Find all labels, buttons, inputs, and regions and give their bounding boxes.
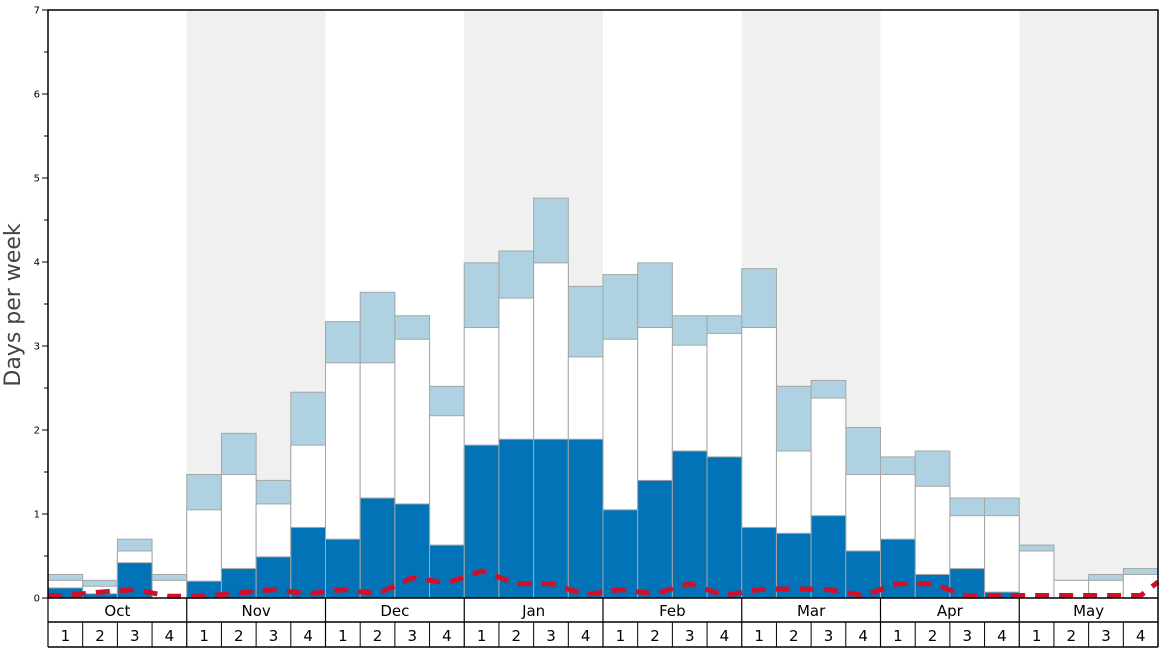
bar-bottom [429, 544, 465, 599]
y-tick-label: 6 [34, 90, 40, 101]
bar-bottom [498, 438, 535, 599]
month-label: Jan [521, 602, 545, 620]
week-label: 3 [546, 627, 556, 645]
bar-bottom [880, 538, 916, 599]
week-label: 1 [616, 627, 626, 645]
month-label: May [1073, 602, 1104, 620]
month-label: Dec [380, 602, 409, 620]
bar-bottom [706, 456, 743, 599]
x-axis: Oct 1 2 3 4 Nov 1 2 3 4 Dec 1 2 3 4 Jan 1 2 3 4 Feb 1 2 3 4 Mar 1 2… [47, 598, 1159, 648]
week-label: 4 [858, 627, 868, 645]
week-label: 1 [754, 627, 764, 645]
month-label: Apr [937, 602, 964, 620]
bar-middle [984, 515, 1020, 599]
week-label: 2 [789, 627, 799, 645]
bar-bottom [290, 526, 326, 599]
bar-bottom [949, 568, 986, 599]
week-label: 3 [824, 627, 834, 645]
week-label: 3 [130, 627, 140, 645]
week-label: 1 [338, 627, 348, 645]
week-label: 1 [477, 627, 487, 645]
week-label: 4 [1136, 627, 1146, 645]
bar-bottom [533, 438, 569, 599]
week-label: 1 [199, 627, 209, 645]
bar-bottom [359, 497, 396, 599]
week-label: 3 [1101, 627, 1111, 645]
week-label: 4 [997, 627, 1007, 645]
week-label: 2 [928, 627, 938, 645]
y-tick-label: 5 [34, 174, 40, 185]
bar-bottom [637, 479, 673, 599]
bar-bottom [602, 509, 639, 599]
month-label: Feb [659, 602, 686, 620]
bar-bottom [567, 438, 604, 599]
week-label: 3 [407, 627, 417, 645]
y-tick-label: 4 [34, 258, 40, 269]
trend-line [48, 568, 1160, 599]
week-label: 4 [581, 627, 591, 645]
y-tick-label: 2 [34, 426, 40, 437]
week-label: 2 [512, 627, 522, 645]
y-tick-label: 0 [34, 594, 40, 605]
week-label: 1 [1032, 627, 1042, 645]
y-tick-label: 3 [34, 342, 40, 353]
y-tick-label: 7 [34, 6, 40, 17]
y-axis: 0 1 2 3 4 5 6 7 [34, 6, 48, 605]
week-label: 4 [442, 627, 452, 645]
month-label: Oct [104, 602, 130, 620]
trend-line-layer [48, 568, 1160, 599]
week-label: 3 [685, 627, 695, 645]
y-tick-label: 1 [34, 510, 40, 521]
y-axis-label: Days per week [1, 223, 26, 386]
bar-middle [1018, 550, 1055, 599]
week-label: 4 [720, 627, 730, 645]
week-label: 2 [234, 627, 244, 645]
month-label: Mar [797, 602, 826, 620]
week-label: 1 [893, 627, 903, 645]
week-label: 2 [373, 627, 383, 645]
week-label: 3 [269, 627, 279, 645]
month-label: Nov [241, 602, 270, 620]
bar-bottom [671, 450, 708, 599]
week-label: 2 [95, 627, 105, 645]
bar-series [47, 197, 1159, 599]
bar-bottom [394, 503, 431, 599]
week-label: 2 [1067, 627, 1077, 645]
week-label: 3 [962, 627, 972, 645]
week-label: 1 [61, 627, 71, 645]
week-label: 2 [650, 627, 660, 645]
week-label: 4 [303, 627, 313, 645]
bar-bottom [463, 444, 500, 599]
week-label: 4 [165, 627, 175, 645]
bar-bottom [810, 515, 847, 599]
month-band [1019, 10, 1158, 598]
